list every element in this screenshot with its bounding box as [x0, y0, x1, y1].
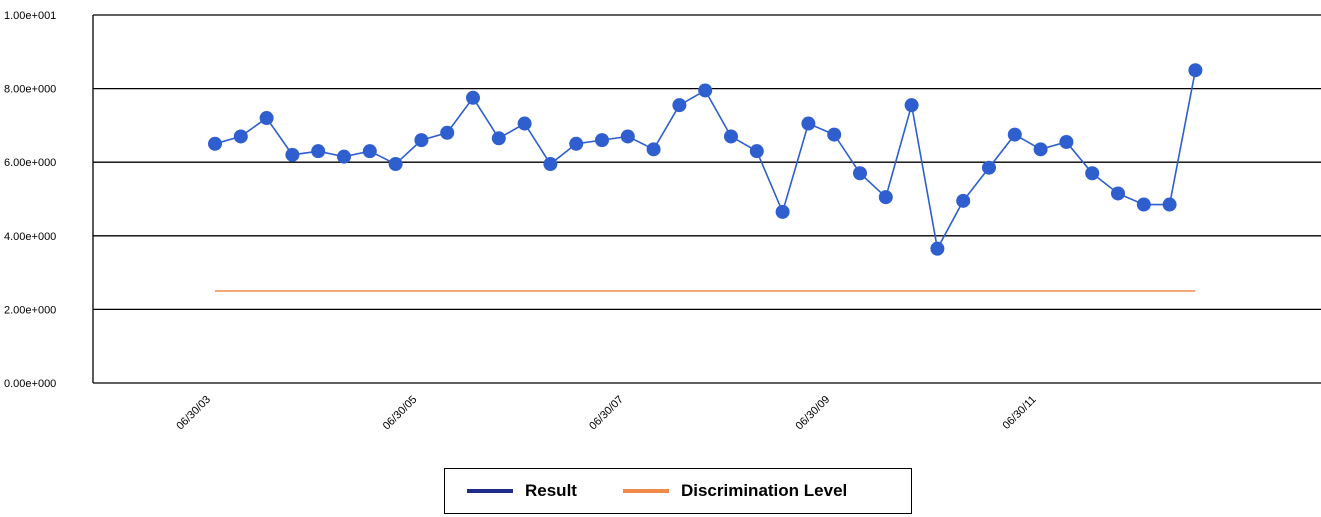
- result-data-point: [491, 131, 506, 146]
- result-data-point: [672, 98, 687, 113]
- result-data-point: [517, 116, 532, 131]
- y-tick-label: 6.00e+000: [4, 157, 56, 169]
- result-data-point: [646, 142, 661, 157]
- result-data-point: [878, 190, 893, 205]
- y-tick-label: 2.00e+000: [4, 304, 56, 316]
- result-data-point: [1059, 134, 1074, 149]
- result-data-point: [259, 111, 274, 126]
- legend-item-result: Result: [467, 481, 577, 501]
- result-series-points: [208, 63, 1203, 256]
- result-data-point: [388, 157, 403, 172]
- result-data-point: [311, 144, 326, 159]
- result-data-point: [337, 149, 351, 164]
- result-data-point: [1136, 197, 1151, 212]
- y-axis-ticks: 0.00e+000 2.00e+000 4.00e+000 6.00e+000 8.00…: [4, 10, 56, 390]
- result-data-point: [466, 90, 480, 105]
- result-data-point: [362, 144, 377, 159]
- result-data-point: [749, 144, 764, 159]
- result-data-point: [827, 127, 842, 142]
- result-data-point: [208, 136, 222, 151]
- legend-swatch-discrimination-level: [622, 489, 669, 493]
- y-tick-label: 1.00e+001: [4, 10, 56, 22]
- y-tick-label: 0.00e+000: [4, 378, 56, 390]
- legend: Result Discrimination Level: [444, 468, 912, 514]
- y-tick-label: 8.00e+000: [4, 84, 56, 96]
- result-data-point: [414, 133, 429, 148]
- result-data-point: [1188, 63, 1203, 78]
- result-data-point: [1085, 166, 1100, 181]
- result-data-point: [1033, 142, 1048, 157]
- x-tick-label: 06/30/07: [587, 394, 626, 433]
- result-data-point: [285, 147, 300, 162]
- result-data-point: [930, 241, 945, 256]
- result-data-point: [956, 193, 971, 208]
- result-data-point: [801, 116, 816, 131]
- result-data-point: [1007, 127, 1022, 142]
- y-tick-label: 4.00e+000: [4, 231, 56, 243]
- x-axis-ticks: 06/30/03 06/30/05 06/30/07 06/30/09 06/30/11: [174, 394, 1038, 433]
- legend-label-result: Result: [525, 481, 577, 500]
- result-data-point: [904, 98, 919, 113]
- result-data-point: [595, 133, 609, 148]
- result-data-point: [853, 166, 867, 181]
- legend-label-discrimination-level: Discrimination Level: [680, 481, 848, 500]
- x-tick-label: 06/30/11: [1001, 394, 1039, 432]
- result-data-point: [724, 129, 738, 144]
- x-tick-label: 06/30/03: [174, 394, 213, 433]
- legend-item-discrimination-level: Discrimination Level: [622, 481, 848, 501]
- result-data-point: [775, 204, 790, 219]
- legend-swatch-result: [467, 489, 513, 493]
- result-data-point: [233, 129, 248, 144]
- result-data-point: [569, 136, 584, 151]
- x-tick-label: 06/30/09: [794, 394, 833, 433]
- result-data-point: [440, 125, 455, 140]
- x-tick-label: 06/30/05: [381, 394, 420, 433]
- result-data-point: [543, 157, 558, 172]
- gridlines: [92, 14, 1321, 384]
- result-data-point: [982, 160, 996, 175]
- result-data-point: [1111, 186, 1125, 201]
- result-data-point: [698, 83, 713, 98]
- result-data-point: [1162, 197, 1177, 212]
- result-data-point: [620, 129, 635, 144]
